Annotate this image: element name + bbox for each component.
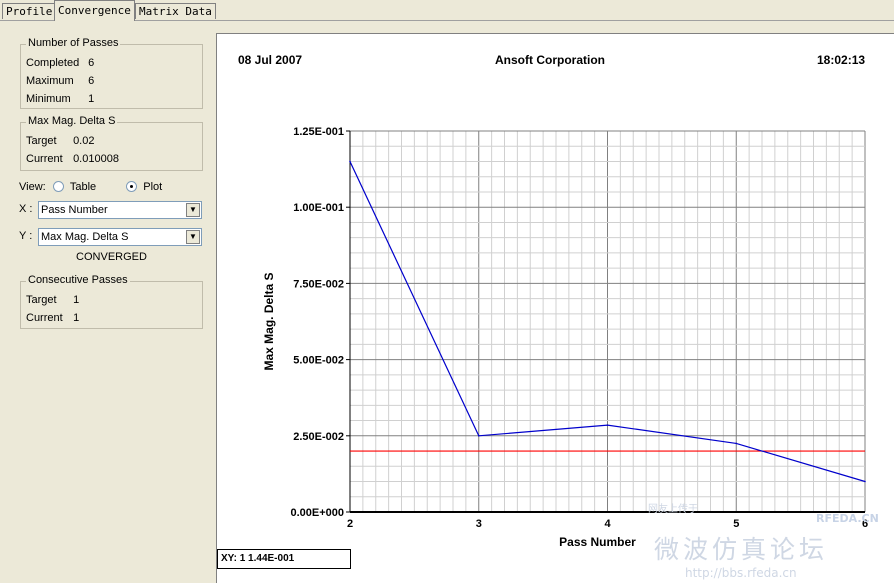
convergence-chart[interactable]: 0.00E+000 2.50E-002 5.00E-002 7.50E-002 1.00…: [217, 34, 893, 582]
tab-profile[interactable]: Profile: [2, 3, 57, 19]
view-plot-radio[interactable]: [126, 181, 138, 192]
plot-date: 08 Jul 2007: [238, 53, 303, 67]
convergence-status: CONVERGED: [76, 251, 147, 263]
maximum-row: Maximum 6: [26, 75, 94, 88]
watermark-brand: RFEDA.CN: [816, 512, 879, 525]
maximum-label: Maximum: [26, 75, 74, 87]
watermark-url: http://bbs.rfeda.cn: [685, 566, 797, 580]
x-tick-label: 2: [347, 518, 353, 530]
y-tick-label: 5.00E-002: [293, 355, 344, 367]
x-tick-label: 4: [604, 518, 611, 530]
consecutive-passes-group: Consecutive Passes Target 1 Current 1: [20, 274, 203, 329]
consecutive-target-value: 1: [73, 294, 80, 306]
x-tick-label: 6: [862, 518, 868, 530]
y-tick-label: 7.50E-002: [293, 278, 344, 290]
view-selector: View: Table Plot: [19, 180, 162, 194]
x-axis-select[interactable]: Pass Number ▼: [38, 201, 202, 219]
y-axis-title: Max Mag. Delta S: [262, 272, 276, 370]
delta-target-value: 0.02: [73, 135, 95, 147]
y-tick-label: 2.50E-002: [293, 431, 344, 443]
max-mag-delta-s-title: Max Mag. Delta S: [26, 115, 118, 127]
consecutive-passes-title: Consecutive Passes: [26, 274, 130, 286]
x-tick-label: 5: [733, 518, 739, 530]
x-axis-select-value: Pass Number: [41, 204, 108, 216]
xy-readout: XY: 1 1.44E-001: [217, 549, 351, 569]
number-of-passes-group: Number of Passes Completed 6 Maximum 6 M…: [20, 37, 203, 109]
y-axis-select[interactable]: Max Mag. Delta S ▼: [38, 228, 202, 246]
minimum-label: Minimum: [26, 93, 71, 105]
maximum-value: 6: [88, 75, 95, 87]
watermark-upload-text: 网友上传于: [648, 504, 698, 515]
completed-label: Completed: [26, 57, 80, 69]
data-point: [864, 480, 866, 483]
tab-matrix-data[interactable]: Matrix Data: [135, 3, 216, 19]
data-point: [477, 435, 480, 437]
x-axis-title: Pass Number: [559, 535, 636, 549]
y-axis-label: Y :: [19, 230, 33, 242]
y-tick-label: 1.25E-001: [293, 126, 344, 138]
y-tick-label: 0.00E+000: [290, 507, 344, 519]
minimum-row: Minimum 1: [26, 93, 94, 106]
number-of-passes-title: Number of Passes: [26, 37, 121, 49]
plot-company: Ansoft Corporation: [495, 53, 605, 67]
view-plot-label[interactable]: Plot: [143, 181, 163, 193]
view-label: View:: [19, 181, 46, 193]
completed-value: 6: [88, 57, 95, 69]
y-axis-select-value: Max Mag. Delta S: [41, 231, 129, 243]
delta-target-label: Target: [26, 135, 57, 147]
view-table-radio[interactable]: [52, 181, 64, 192]
view-table-label[interactable]: Table: [69, 181, 97, 193]
data-point: [349, 160, 351, 163]
consecutive-current-label: Current: [26, 312, 63, 324]
x-tick-label: 3: [476, 518, 482, 530]
consecutive-current-value: 1: [73, 312, 80, 324]
consecutive-target-row: Target 1: [26, 294, 79, 307]
chevron-down-icon[interactable]: ▼: [186, 203, 200, 217]
data-point: [735, 442, 738, 445]
data-point: [606, 424, 609, 426]
minimum-value: 1: [88, 93, 95, 105]
y-tick-label: 1.00E-001: [293, 202, 344, 214]
completed-row: Completed 6: [26, 57, 94, 70]
delta-current-value: 0.010008: [73, 153, 119, 165]
delta-current-row: Current 0.010008: [26, 153, 119, 166]
watermark-forum-name: 微波仿真论坛: [654, 535, 829, 564]
chevron-down-icon[interactable]: ▼: [186, 230, 200, 244]
max-mag-delta-s-group: Max Mag. Delta S Target 0.02 Current 0.0…: [20, 115, 203, 171]
tab-bar: Profile Convergence Matrix Data: [0, 0, 894, 21]
plot-panel: 08 Jul 2007 Ansoft Corporation 18:02:13 …: [216, 33, 894, 583]
tab-convergence[interactable]: Convergence: [54, 0, 135, 21]
consecutive-current-row: Current 1: [26, 312, 79, 325]
consecutive-target-label: Target: [26, 294, 57, 306]
delta-current-label: Current: [26, 153, 63, 165]
delta-target-row: Target 0.02: [26, 135, 94, 148]
x-axis-label: X :: [19, 203, 33, 215]
plot-time: 18:02:13: [817, 53, 866, 67]
